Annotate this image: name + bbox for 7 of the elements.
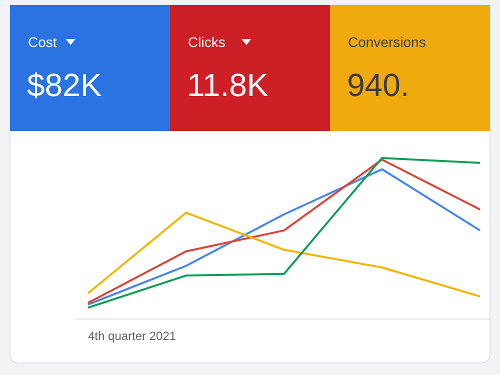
- x-axis-title: 4th quarter 2021: [88, 329, 176, 343]
- text: $82K: [27, 67, 102, 103]
- category-label: Cost: [28, 34, 57, 50]
- text: 11.8K: [187, 67, 268, 103]
- category-label: Conversions: [348, 34, 426, 50]
- category-label: Clicks: [188, 34, 226, 50]
- text: 940.: [347, 67, 410, 103]
